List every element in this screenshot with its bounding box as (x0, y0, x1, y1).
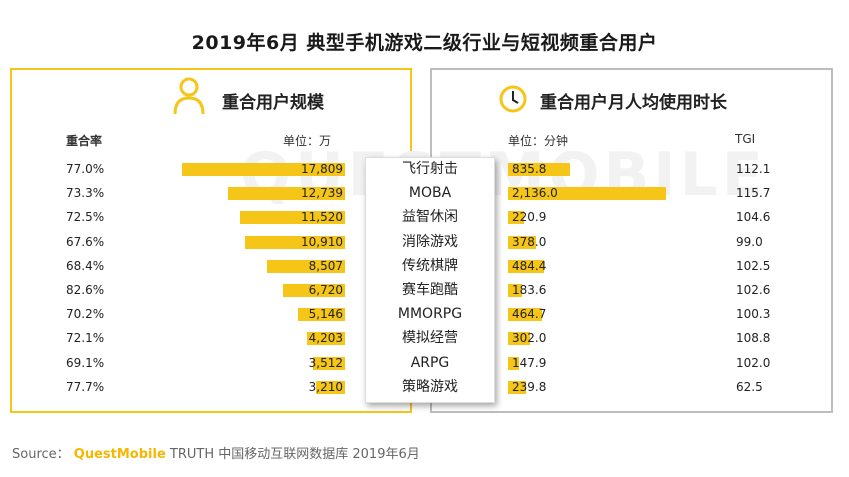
left-bar-label: 5,146 (308, 307, 343, 322)
tgi-value: 100.3 (736, 307, 771, 322)
right-unit-label: 单位：分钟 (508, 134, 569, 148)
left-bar (312, 356, 345, 370)
right-bar (508, 380, 526, 394)
category-label: 赛车跑酷 (402, 282, 458, 298)
category-label: MMORPG (397, 306, 463, 323)
overlap-rate: 69.1% (66, 355, 105, 370)
right-bar (508, 187, 666, 201)
overlap-rate: 70.2% (66, 307, 105, 322)
left-panel-title: 重合用户规模 (222, 93, 324, 113)
left-bar-label: 12,739 (301, 186, 343, 201)
overlap-rate: 72.1% (66, 331, 105, 346)
left-bar-label: 8,507 (308, 258, 343, 273)
category-label: 飞行射击 (402, 161, 458, 177)
category-label: MOBA (408, 185, 452, 202)
left-bar-label: 4,203 (308, 331, 343, 346)
tgi-value: 104.6 (736, 210, 771, 225)
right-bar (508, 235, 536, 249)
right-panel-title: 重合用户月人均使用时长 (540, 93, 727, 113)
overlap-rate: 82.6% (66, 283, 105, 297)
right-bar-label: 183.6 (512, 283, 547, 297)
left-bar-label: 6,720 (308, 283, 343, 297)
right-bar-label: 835.8 (512, 162, 547, 176)
left-bar-label: 3,512 (308, 355, 343, 370)
category-label: 消除游戏 (402, 233, 458, 250)
overlap-rate-header: 重合率 (66, 134, 103, 148)
overlap-rate: 77.7% (66, 379, 105, 394)
source-rest: TRUTH 中国移动互联网数据库 2019年6月 (169, 447, 420, 462)
right-bar-label: 147.9 (512, 355, 547, 370)
left-bar-label: 3,210 (308, 379, 343, 394)
source-prefix: Source： (12, 447, 70, 462)
category-box: 飞行射击 MOBA 益智休闲消除游戏传统棋牌赛车跑酷 MMORPG 模拟经营 ARPG 策略… (365, 157, 495, 403)
overlap-rate: 67.6% (66, 234, 105, 249)
left-bar-label: 10,910 (301, 234, 343, 249)
category-label: 模拟经营 (402, 330, 458, 347)
right-bar-label: 484.4 (512, 258, 547, 273)
right-bar (508, 356, 519, 370)
left-unit-label: 单位：万 (283, 134, 332, 148)
user-icon (173, 77, 205, 115)
right-bar (508, 259, 544, 273)
right-bar (508, 211, 525, 225)
source-note: Source： QuestMobile TRUTH 中国移动互联网数据库 201… (12, 443, 420, 462)
overlap-rate: 72.5% (66, 210, 105, 225)
left-bar (182, 163, 345, 176)
tgi-value: 99.0 (736, 234, 763, 249)
tgi-value: 115.7 (736, 186, 771, 201)
right-bar (508, 308, 543, 322)
right-bar (508, 163, 570, 176)
left-bar-label: 11,520 (301, 210, 343, 225)
left-bar-label: 17,809 (301, 162, 343, 176)
left-bar (245, 235, 345, 249)
tgi-value: 112.1 (736, 162, 771, 176)
overlap-rate: 73.3% (66, 186, 105, 201)
left-bar (228, 187, 345, 201)
right-bar-label: 378.0 (512, 234, 547, 249)
overlap-rate: 68.4% (66, 258, 105, 273)
overlap-rate: 77.0% (66, 162, 105, 176)
right-bar-label: 220.9 (512, 210, 547, 225)
category-label: ARPG (410, 354, 450, 371)
right-bar (508, 332, 531, 346)
left-bar (297, 308, 345, 322)
left-panel (10, 68, 412, 413)
left-bar (306, 332, 345, 346)
left-bar (283, 284, 345, 297)
right-bar-label: 239.8 (512, 379, 547, 394)
left-bar (239, 211, 345, 225)
left-bar (267, 259, 345, 273)
tgi-value: 62.5 (736, 379, 763, 394)
category-label: 益智休闲 (402, 209, 458, 226)
right-bar-label: 302.0 (512, 331, 547, 346)
category-label: 策略游戏 (402, 378, 458, 395)
right-panel (430, 68, 833, 413)
source-brand: QuestMobile (73, 447, 166, 462)
tgi-value: 102.5 (736, 258, 771, 273)
right-bar-label: 464.7 (512, 307, 547, 322)
tgi-value: 108.8 (736, 331, 771, 346)
tgi-header: TGI (735, 132, 756, 146)
tgi-value: 102.6 (736, 283, 771, 297)
clock-icon (499, 85, 527, 113)
tgi-value: 102.0 (736, 355, 771, 370)
left-bar (315, 380, 345, 394)
right-bar-label: 2,136.0 (512, 186, 558, 201)
right-bar (508, 284, 522, 297)
category-label: 传统棋牌 (402, 257, 458, 274)
page-title: 2019年6月 典型手机游戏二级行业与短视频重合用户 (191, 32, 658, 54)
